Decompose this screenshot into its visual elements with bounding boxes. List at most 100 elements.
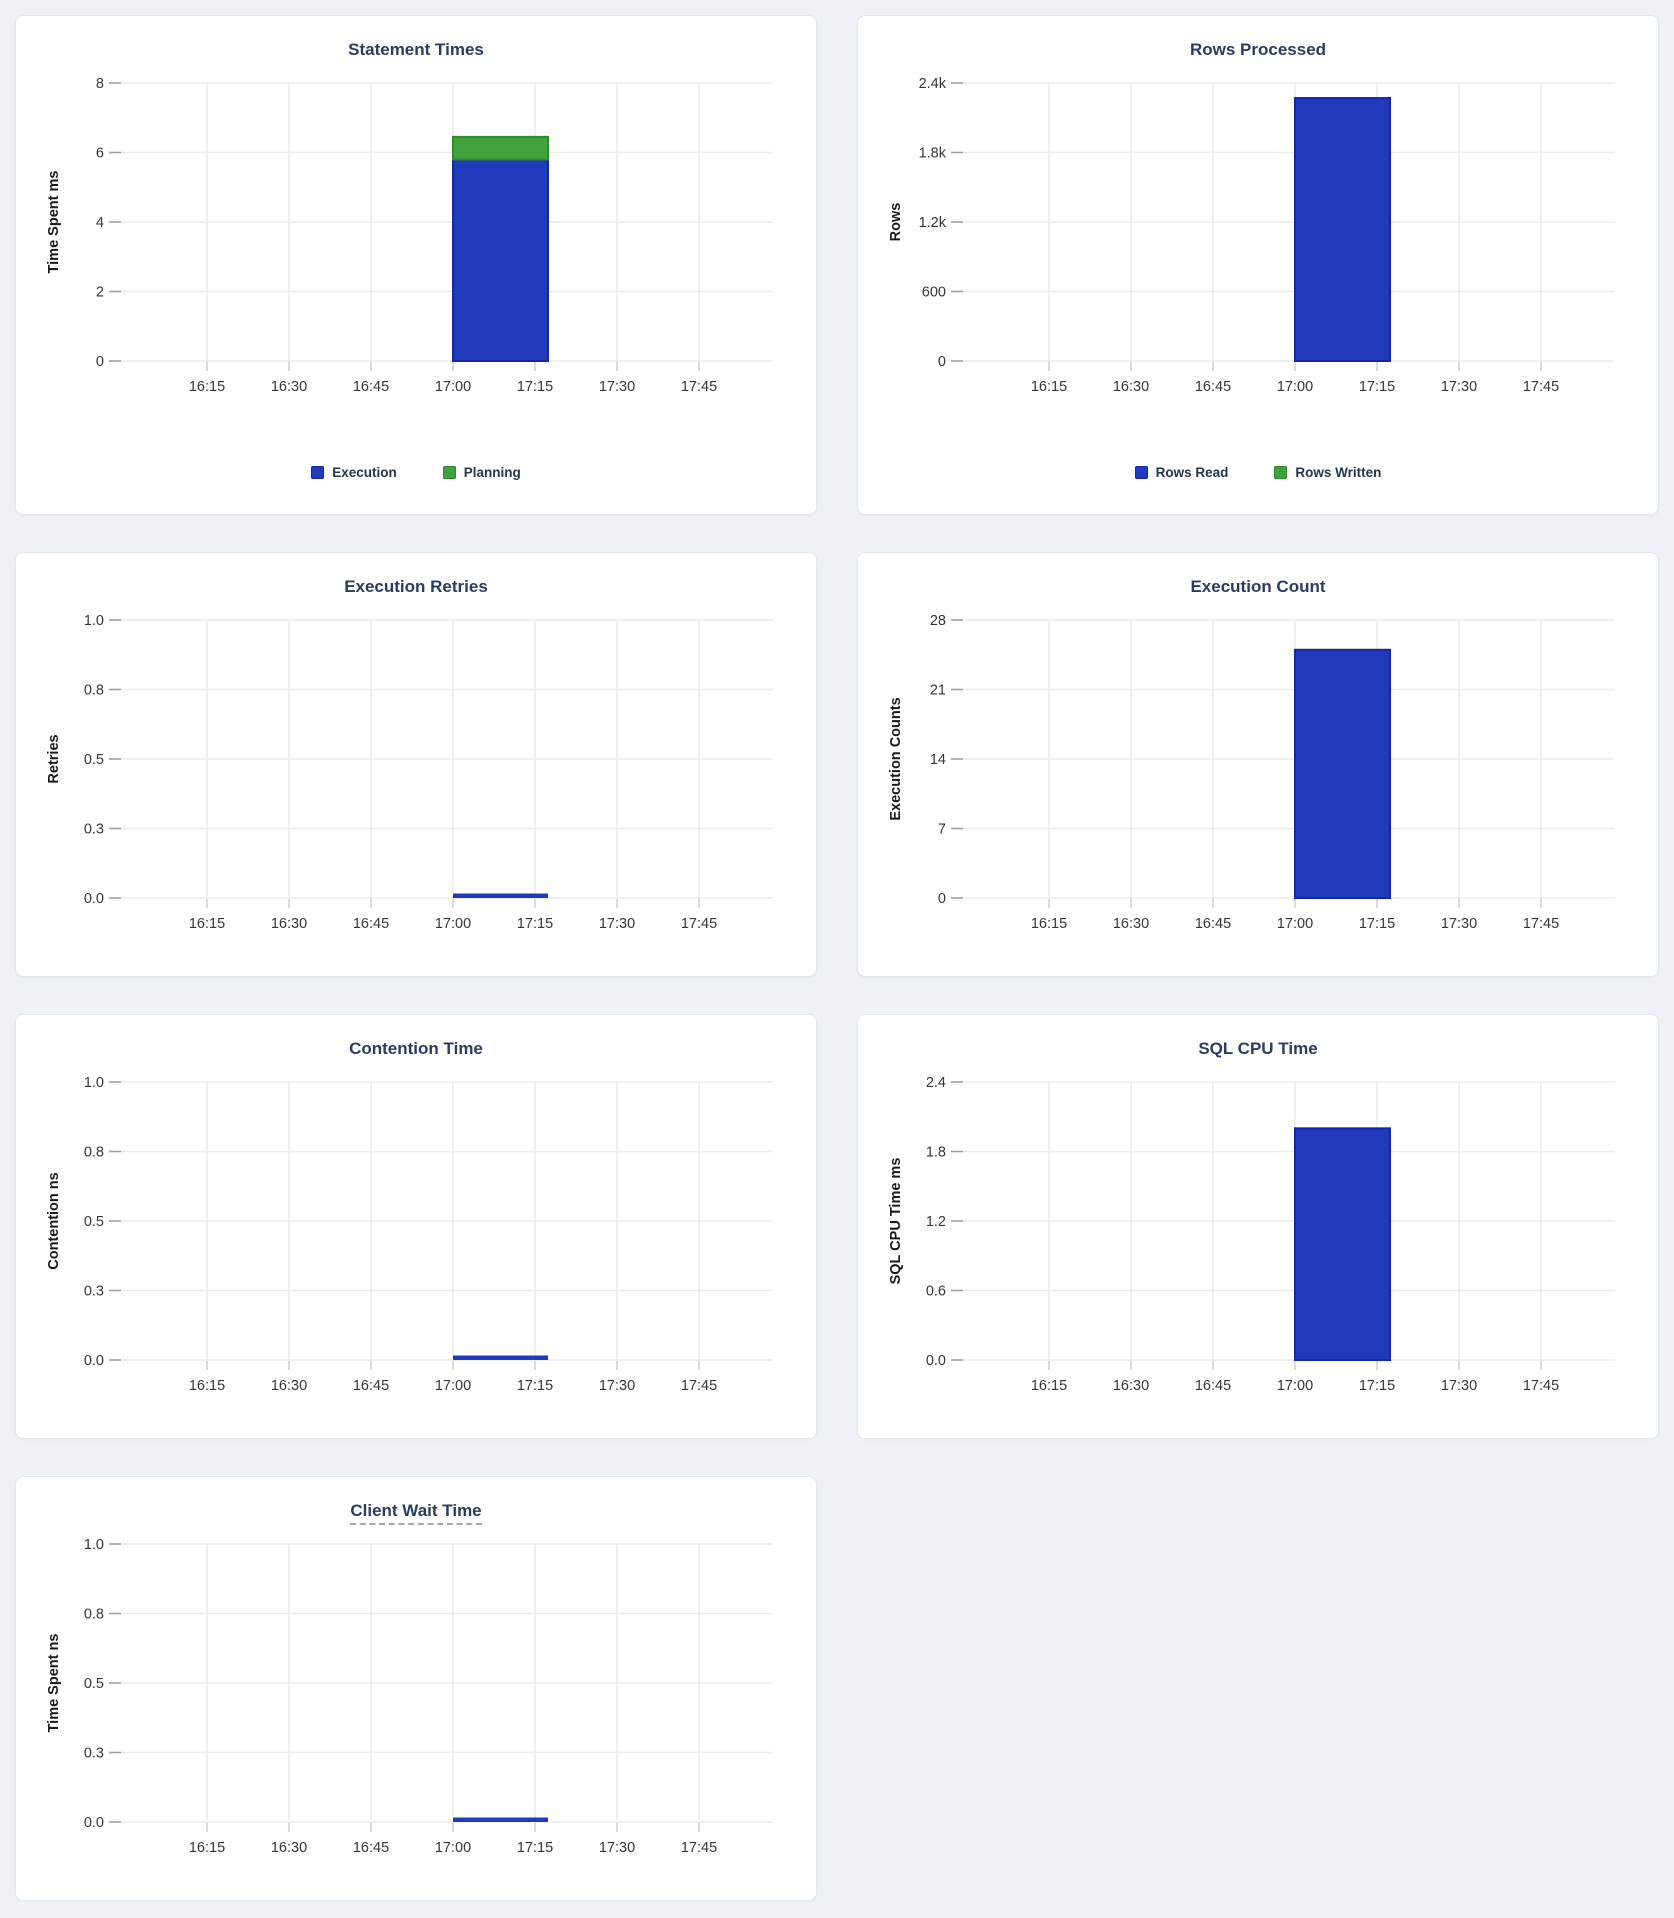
chart-title-text: Execution Retries <box>344 577 488 596</box>
svg-text:0.3: 0.3 <box>84 1746 104 1762</box>
chart-card-rows-processed: Rows Processed 16:15 16:30 16:45 17:00 17:15… <box>857 15 1659 515</box>
chart-title: Execution Retries <box>16 577 816 597</box>
svg-text:16:15: 16:15 <box>1031 379 1067 395</box>
svg-text:0.0: 0.0 <box>84 891 104 907</box>
sql-cpu-time-chart: 16:15 16:30 16:45 17:00 17:15 17:30 17:45 0.0 0.… <box>888 1075 1615 1394</box>
svg-text:16:30: 16:30 <box>271 916 307 932</box>
chart-title-text: Contention Time <box>349 1039 483 1058</box>
client-wait-time-chart: 16:15 16:30 16:45 17:00 17:15 17:30 17:45 0.0 0.… <box>46 1537 773 1856</box>
svg-text:16:30: 16:30 <box>1113 916 1149 932</box>
legend-item-rows-written[interactable]: Rows Written <box>1274 465 1381 480</box>
legend-item-planning[interactable]: Planning <box>442 465 521 480</box>
svg-text:0.8: 0.8 <box>84 683 104 699</box>
legend-swatch-rows-read <box>1134 466 1148 479</box>
svg-text:16:15: 16:15 <box>189 1378 225 1394</box>
chart-title-text: Client Wait Time <box>350 1501 482 1525</box>
svg-text:16:45: 16:45 <box>1195 1378 1231 1394</box>
svg-text:28: 28 <box>930 613 946 629</box>
svg-text:17:30: 17:30 <box>1441 1378 1477 1394</box>
chart-card-execution-retries: Execution Retries 16:15 16:30 16:45 17:00 17… <box>15 552 817 977</box>
svg-text:21: 21 <box>930 683 946 699</box>
svg-text:17:45: 17:45 <box>681 1840 717 1856</box>
svg-text:Contention ns: Contention ns <box>46 1172 62 1269</box>
svg-text:17:30: 17:30 <box>599 1378 635 1394</box>
svg-text:17:00: 17:00 <box>435 1840 471 1856</box>
svg-text:Time Spent ns: Time Spent ns <box>46 1634 62 1733</box>
svg-text:17:15: 17:15 <box>1359 379 1395 395</box>
chart-title: Rows Processed <box>858 40 1658 60</box>
svg-text:17:30: 17:30 <box>599 916 635 932</box>
legend-item-rows-read[interactable]: Rows Read <box>1134 465 1229 480</box>
svg-text:0.0: 0.0 <box>84 1815 104 1831</box>
svg-text:17:30: 17:30 <box>1441 916 1477 932</box>
svg-text:17:15: 17:15 <box>517 1840 553 1856</box>
svg-text:1.0: 1.0 <box>84 1537 104 1553</box>
svg-text:16:30: 16:30 <box>271 1378 307 1394</box>
svg-text:17:15: 17:15 <box>1359 916 1395 932</box>
svg-text:SQL CPU Time ms: SQL CPU Time ms <box>888 1158 904 1285</box>
svg-text:17:15: 17:15 <box>517 916 553 932</box>
svg-text:0.8: 0.8 <box>84 1607 104 1623</box>
rows-processed-chart: 16:15 16:30 16:45 17:00 17:15 17:30 17:45 0 600 1… <box>888 76 1615 395</box>
svg-text:2.4: 2.4 <box>926 1075 946 1091</box>
svg-text:17:15: 17:15 <box>517 379 553 395</box>
svg-text:0.5: 0.5 <box>84 1214 104 1230</box>
svg-text:0.5: 0.5 <box>84 1676 104 1692</box>
chart-title-text: Rows Processed <box>1189 40 1327 59</box>
legend-label: Planning <box>463 465 521 480</box>
svg-text:16:45: 16:45 <box>353 916 389 932</box>
svg-text:0.8: 0.8 <box>84 1145 104 1161</box>
chart-title: Client Wait Time <box>16 1501 816 1525</box>
chart-title-text: Statement Times <box>348 40 484 59</box>
svg-text:16:15: 16:15 <box>189 916 225 932</box>
legend-item-execution[interactable]: Execution <box>311 465 397 480</box>
legend-label: Rows Read <box>1155 465 1229 480</box>
svg-text:17:00: 17:00 <box>1277 1378 1313 1394</box>
svg-text:6: 6 <box>96 146 104 162</box>
svg-text:Time Spent ms: Time Spent ms <box>46 171 62 274</box>
svg-text:1.0: 1.0 <box>84 1075 104 1091</box>
svg-text:1.0: 1.0 <box>84 613 104 629</box>
svg-text:17:00: 17:00 <box>1277 379 1313 395</box>
svg-text:17:00: 17:00 <box>1277 916 1313 932</box>
svg-text:0.5: 0.5 <box>84 752 104 768</box>
chart-title: Contention Time <box>16 1039 816 1059</box>
chart-card-execution-count: Execution Count 16:15 16:30 16:45 17:00 17:1… <box>857 552 1659 977</box>
execution-retries-chart: 16:15 16:30 16:45 17:00 17:15 17:30 17:45 0.0 0.… <box>46 613 773 932</box>
svg-text:0: 0 <box>96 354 104 370</box>
svg-text:17:45: 17:45 <box>1523 1378 1559 1394</box>
svg-text:17:45: 17:45 <box>681 379 717 395</box>
svg-text:2: 2 <box>96 285 104 301</box>
svg-text:16:45: 16:45 <box>1195 916 1231 932</box>
svg-text:Retries: Retries <box>46 734 62 783</box>
svg-text:17:30: 17:30 <box>599 379 635 395</box>
svg-text:17:15: 17:15 <box>1359 1378 1395 1394</box>
svg-text:0.0: 0.0 <box>84 1353 104 1369</box>
svg-text:17:00: 17:00 <box>435 916 471 932</box>
svg-text:16:45: 16:45 <box>1195 379 1231 395</box>
chart-legend: Rows Read Rows Written <box>858 465 1658 480</box>
chart-card-client-wait-time: Client Wait Time 16:15 16:30 16:45 17:00 17:… <box>15 1476 817 1901</box>
chart-legend: Execution Planning <box>16 465 816 480</box>
svg-text:16:45: 16:45 <box>353 1378 389 1394</box>
svg-text:17:45: 17:45 <box>681 1378 717 1394</box>
chart-title: Execution Count <box>858 577 1658 597</box>
svg-text:16:30: 16:30 <box>271 379 307 395</box>
svg-text:16:15: 16:15 <box>189 1840 225 1856</box>
svg-text:600: 600 <box>922 285 946 301</box>
svg-text:0.3: 0.3 <box>84 822 104 838</box>
legend-label: Execution <box>332 465 397 480</box>
svg-text:17:45: 17:45 <box>1523 916 1559 932</box>
chart-card-contention-time: Contention Time 16:15 16:30 16:45 17:00 17:1… <box>15 1014 817 1439</box>
chart-title: Statement Times <box>16 40 816 60</box>
svg-text:1.2: 1.2 <box>926 1214 946 1230</box>
svg-text:0.3: 0.3 <box>84 1284 104 1300</box>
svg-text:7: 7 <box>938 822 946 838</box>
contention-time-chart: 16:15 16:30 16:45 17:00 17:15 17:30 17:45 0.0 0.… <box>46 1075 773 1394</box>
svg-text:Execution Counts: Execution Counts <box>888 697 904 820</box>
chart-card-sql-cpu-time: SQL CPU Time 16:15 16:30 16:45 17:00 17:15 17… <box>857 1014 1659 1439</box>
svg-text:16:15: 16:15 <box>1031 1378 1067 1394</box>
svg-text:17:30: 17:30 <box>1441 379 1477 395</box>
statement-times-chart: 16:15 16:30 16:45 17:00 17:15 17:30 17:45 0 2 4 6 8… <box>46 76 773 395</box>
